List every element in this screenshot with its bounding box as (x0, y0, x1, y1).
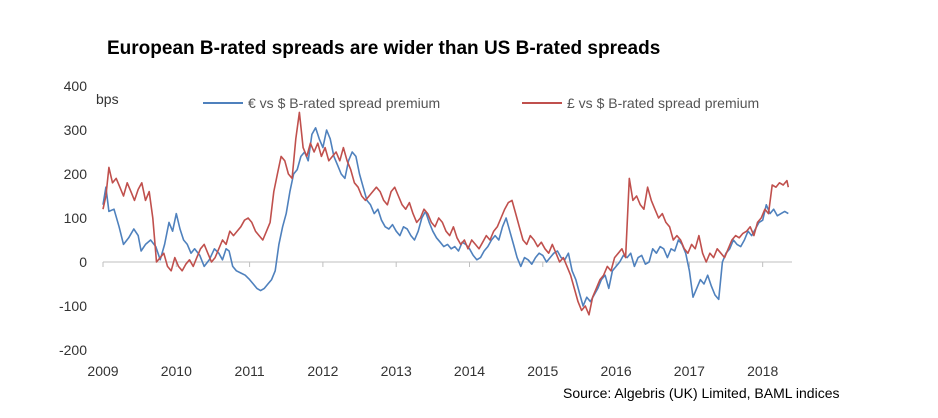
series-line-1 (102, 127, 789, 307)
legend: € vs $ B-rated spread premium £ vs $ B-ra… (203, 95, 759, 111)
y-tick-label: -200 (59, 342, 87, 358)
plot-area (102, 111, 790, 316)
x-tick-label: 2014 (454, 363, 485, 379)
y-axis-label: bps (96, 91, 119, 107)
source-note: Source: Algebris (UK) Limited, BAML indi… (563, 385, 840, 401)
y-tick-label: -100 (59, 298, 87, 314)
x-axis: 2009 2010 2011 2012 2013 2014 2015 2016 2017 2018 (87, 262, 778, 379)
x-tick-label: 2013 (381, 363, 412, 379)
x-tick-label: 2016 (601, 363, 632, 379)
y-tick-label: 0 (79, 254, 87, 270)
x-tick-label: 2010 (161, 363, 192, 379)
y-tick-label: 200 (64, 166, 88, 182)
x-tick-label: 2009 (87, 363, 118, 379)
y-tick-label: 400 (64, 78, 88, 94)
y-tick-label: 100 (64, 210, 88, 226)
x-tick-label: 2011 (235, 363, 265, 379)
x-tick-label: 2018 (747, 363, 778, 379)
x-tick-label: 2015 (527, 363, 558, 379)
y-tick-label: 300 (64, 122, 88, 138)
series-line-2 (102, 111, 790, 316)
chart-title: European B-rated spreads are wider than … (107, 38, 661, 59)
x-tick-label: 2012 (307, 363, 338, 379)
x-tick-label: 2017 (674, 363, 705, 379)
legend-label-1: € vs $ B-rated spread premium (248, 95, 440, 111)
legend-label-2: £ vs $ B-rated spread premium (567, 95, 759, 111)
y-axis: -200 -100 0 100 200 300 400 (59, 78, 87, 358)
